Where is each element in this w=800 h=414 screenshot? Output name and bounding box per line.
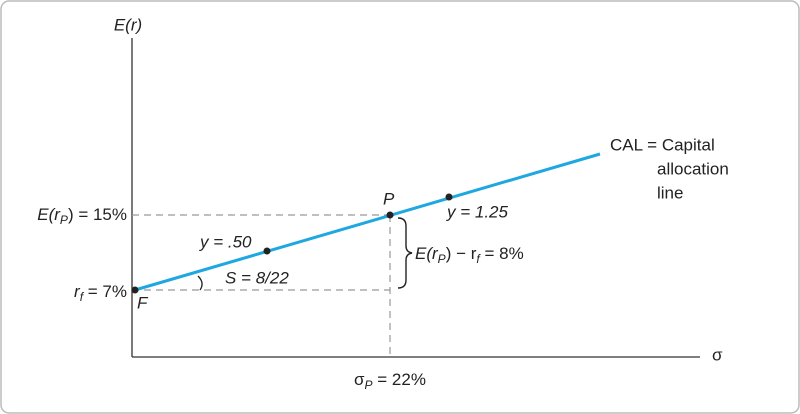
point [386,211,394,219]
text-part: E(r [415,244,439,263]
brace [397,217,413,289]
text-part: = 8% [480,244,524,263]
cal-line [134,152,601,292]
cal-label: allocation [657,159,729,178]
rf-label: rf = 7% [74,282,127,304]
text-part: P [365,378,373,392]
text-part: σ [354,370,365,389]
point [131,286,139,294]
angle-arc [197,275,203,291]
text-part: = 7% [83,282,127,301]
text-part: = 22% [373,370,426,389]
text-part: P [438,252,446,266]
point [445,193,453,201]
text-part: ) − r [446,244,477,263]
cal-label: line [657,183,683,202]
premium-label: E(rP) − rf = 8% [415,244,524,266]
point-label: y = .50 [199,232,252,251]
text-part: P [60,213,68,227]
y-axis-label: E(r) [114,15,142,34]
point-label: y = 1.25 [446,202,509,221]
text-part: r [74,282,81,301]
erp-label: E(rP) = 15% [37,205,127,227]
cal-label: CAL = Capital [610,135,715,154]
x-axis-label: σ [712,345,723,364]
sigma-label: σP = 22% [354,370,426,392]
point-label: P [383,189,395,208]
text-part: ) = 15% [68,205,127,224]
text-part: f [80,290,85,304]
point-label: F [137,293,149,312]
point [263,247,271,255]
text-part: E(r [37,205,61,224]
text-part: f [476,252,481,266]
slope-label: S = 8/22 [225,268,289,287]
